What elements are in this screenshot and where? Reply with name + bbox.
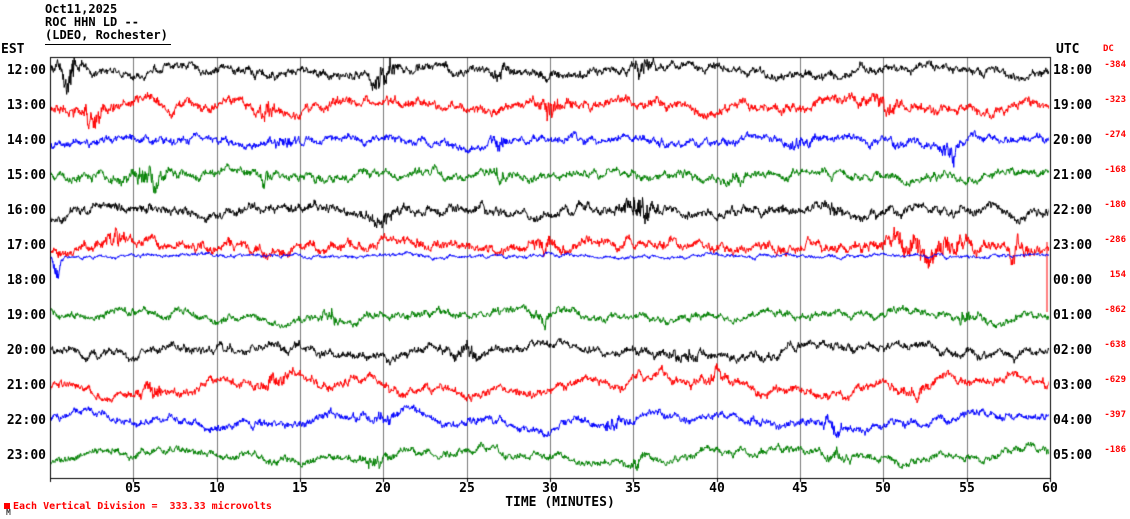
dc-value-row-5: -286 [1104, 235, 1126, 245]
dc-value-row-1: -323 [1104, 95, 1126, 105]
x-tick-30: 30 [542, 481, 558, 496]
x-tick-40: 40 [709, 481, 725, 496]
est-label-17: 17:00 [6, 238, 46, 253]
utc-label-01: 01:00 [1053, 308, 1093, 323]
x-tick-55: 55 [959, 481, 975, 496]
x-tick-50: 50 [875, 481, 891, 496]
est-label-19: 19:00 [6, 308, 46, 323]
dc-value-row-0: -384 [1104, 60, 1126, 70]
vertical-division-note: Each Vertical Division = 333.33 microvol… [13, 501, 272, 512]
right-axis-title: UTC [1056, 42, 1080, 57]
dc-value-row-10: -397 [1104, 410, 1126, 420]
x-tick-10: 10 [209, 481, 225, 496]
x-tick-60: 60 [1042, 481, 1058, 496]
dc-value-row-6: 154 [1104, 270, 1126, 280]
dc-value-row-2: -274 [1104, 130, 1126, 140]
utc-label-04: 04:00 [1053, 413, 1093, 428]
x-tick-15: 15 [292, 481, 308, 496]
x-tick-20: 20 [375, 481, 391, 496]
utc-label-22: 22:00 [1053, 203, 1093, 218]
x-tick-35: 35 [625, 481, 641, 496]
date-label: Oct11,2025 [45, 2, 118, 16]
utc-label-18: 18:00 [1053, 63, 1093, 78]
utc-label-23: 23:00 [1053, 238, 1093, 253]
left-axis-title: EST [1, 42, 25, 57]
dc-axis-title: DC [1103, 44, 1114, 54]
est-label-23: 23:00 [6, 448, 46, 463]
est-label-13: 13:00 [6, 98, 46, 113]
est-label-12: 12:00 [6, 63, 46, 78]
utc-label-19: 19:00 [1053, 98, 1093, 113]
est-label-18: 18:00 [6, 273, 46, 288]
utc-label-20: 20:00 [1053, 133, 1093, 148]
utc-label-21: 21:00 [1053, 168, 1093, 183]
dc-value-row-9: -629 [1104, 375, 1126, 385]
utc-label-00: 00:00 [1053, 273, 1093, 288]
station-label: ROC HHN LD -- [45, 15, 139, 29]
x-axis-title: TIME (MINUTES) [505, 495, 615, 510]
est-label-15: 15:00 [6, 168, 46, 183]
est-label-21: 21:00 [6, 378, 46, 393]
est-label-14: 14:00 [6, 133, 46, 148]
corner-mark: M [6, 508, 11, 517]
dc-value-row-11: -186 [1104, 445, 1126, 455]
utc-label-03: 03:00 [1053, 378, 1093, 393]
x-tick-45: 45 [792, 481, 808, 496]
dc-value-row-4: -180 [1104, 200, 1126, 210]
footer-marker-icon [4, 503, 10, 509]
est-label-16: 16:00 [6, 203, 46, 218]
location-label: (LDEO, Rochester) [45, 28, 168, 42]
dc-value-row-7: -862 [1104, 305, 1126, 315]
x-tick-25: 25 [459, 481, 475, 496]
dc-value-row-8: -638 [1104, 340, 1126, 350]
utc-label-05: 05:00 [1053, 448, 1093, 463]
dc-value-row-3: -168 [1104, 165, 1126, 175]
x-tick-05: 05 [125, 481, 141, 496]
est-label-22: 22:00 [6, 413, 46, 428]
header-underline [45, 44, 171, 45]
est-label-20: 20:00 [6, 343, 46, 358]
utc-label-02: 02:00 [1053, 343, 1093, 358]
